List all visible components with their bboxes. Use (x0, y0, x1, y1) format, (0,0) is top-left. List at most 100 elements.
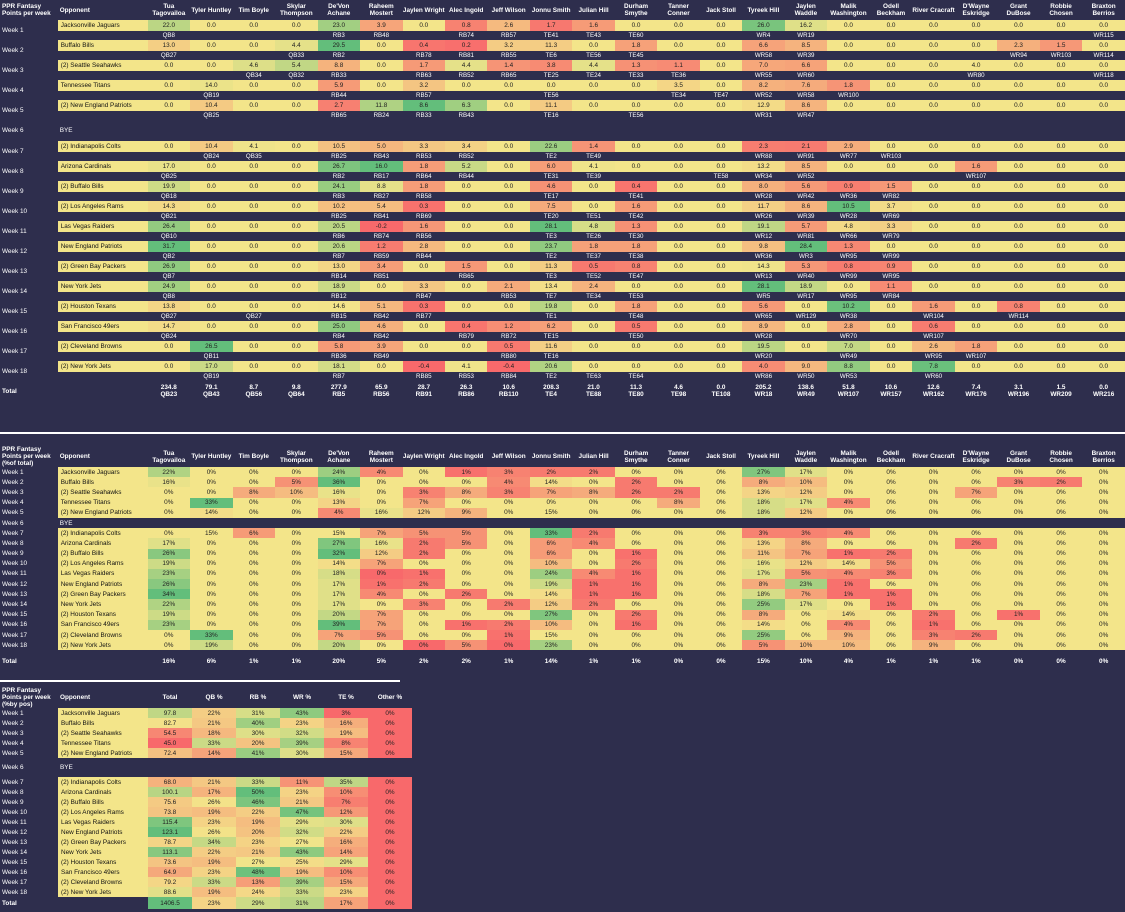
points-cell: 0.0 (912, 161, 955, 172)
percent-cell: 0% (954, 619, 998, 630)
rank-row-spacer (58, 312, 148, 321)
points-cell: 0.0 (147, 60, 191, 71)
rank-cell: QB27 (160, 313, 177, 320)
week-label: Week 16 (2, 621, 28, 629)
points-cell: 17.0 (190, 361, 233, 372)
points-cell: 3.9 (360, 20, 403, 31)
rank-cell: WR80 (967, 72, 985, 79)
percent-cell: 0% (572, 630, 615, 641)
percent-cell: 0% (827, 477, 870, 488)
percent-cell: 0% (912, 477, 955, 488)
empty-cell (190, 120, 232, 141)
percent-cell: 0% (487, 548, 530, 559)
percent-cell: 0% (869, 507, 913, 518)
rank-cell (190, 192, 232, 201)
rank-cell: RB72 (500, 333, 517, 340)
opponent-cell: (2) Cleveland Browns (57, 630, 148, 641)
points-cell: 0.0 (954, 261, 998, 272)
percent-cell: 0% (445, 630, 488, 641)
rank-cell (487, 212, 529, 221)
points-cell: 0.0 (954, 321, 998, 332)
points-cell: 0.0 (827, 60, 870, 71)
week-label: Week 7 (2, 778, 24, 786)
rank-cell (827, 31, 870, 40)
points-cell: 0.0 (445, 341, 488, 352)
percent-cell: 0% (699, 467, 743, 478)
week-label: Week 18 (2, 888, 28, 896)
rank-cell: RB44 (416, 253, 432, 260)
points-cell: 0.0 (954, 80, 998, 91)
points-cell: 0.0 (869, 80, 913, 91)
percent-cell: 0% (529, 497, 573, 508)
points-cell: 1.1 (869, 281, 913, 292)
percent-cell: 25% (742, 630, 785, 641)
percent-cell: 21% (236, 847, 280, 857)
points-cell: 0.0 (1039, 341, 1083, 352)
points-cell: 0.0 (147, 80, 191, 91)
percent-cell: 0% (275, 507, 318, 518)
rank-cell (997, 292, 1040, 301)
total-value: 0.0 (1099, 384, 1109, 391)
percent-cell: 0% (275, 558, 318, 569)
percent-cell: 0% (657, 640, 700, 651)
percent-cell: 8% (784, 538, 828, 549)
points-cell: 13.8 (147, 301, 191, 312)
rank-cell: TE26 (586, 233, 601, 240)
points-cell: -0.4 (402, 361, 446, 372)
opponent-cell: New England Patriots (57, 241, 148, 252)
points-cell: 0.0 (614, 281, 658, 292)
points-cell: 26.5 (190, 341, 233, 352)
total-label: Total (2, 657, 17, 665)
points-cell: 0.0 (997, 261, 1040, 272)
empty-cell (275, 518, 318, 528)
total-cell: 8.7 QB56 (233, 381, 275, 401)
rank-cell (700, 272, 742, 281)
percent-cell: 0% (954, 579, 998, 590)
rank-cell (700, 292, 742, 301)
rank-cell (233, 372, 275, 381)
percent-cell: 82.7 (148, 718, 192, 728)
total-cell: 9.8 QB64 (275, 381, 318, 401)
player-column-header: Durham Smythe (623, 3, 649, 17)
week-label: Week 12 (2, 247, 28, 255)
points-cell: 0.4 (402, 40, 446, 51)
points-cell: 5.4 (275, 60, 318, 71)
player-column-header: Tyreek Hill (747, 453, 780, 460)
player-column-header: Skylar Thompson (279, 3, 313, 17)
percent-cell: 0% (232, 589, 275, 600)
player-column-header: Jeff Wilson (491, 453, 526, 460)
percent-cell: 30% (324, 817, 368, 827)
percent-cell: 2% (402, 579, 446, 590)
rank-cell: WR100 (838, 92, 859, 99)
opponent-cell: (2) Cleveland Browns (57, 341, 148, 352)
player-column-header: Robbie Chosen (1049, 3, 1073, 17)
percent-cell: 4% (827, 528, 870, 539)
percent-cell: 8% (657, 497, 700, 508)
points-cell: 0.0 (827, 281, 870, 292)
column-header: QB % (205, 694, 223, 701)
total-cell: 0.0 TE108 (700, 381, 742, 401)
player-column-header: Alec Ingold (449, 6, 484, 14)
percent-cell: 0% (997, 619, 1040, 630)
points-cell: 0.0 (402, 341, 446, 352)
points-cell: 0.0 (360, 40, 403, 51)
rank-cell: RB14 (331, 273, 347, 280)
points-cell: 0.0 (147, 100, 191, 111)
rank-cell (403, 352, 445, 361)
rank-cell (785, 352, 827, 361)
rank-cell: RB84 (500, 373, 517, 380)
percent-cell: 15% (529, 507, 573, 518)
percent-cell: 0% (614, 467, 658, 478)
total-value: 28.7 (417, 384, 431, 391)
rank-cell (912, 192, 955, 201)
rank-cell: TE51 (586, 213, 601, 220)
percent-cell: 0% (487, 589, 530, 600)
points-cell: 0.0 (487, 201, 530, 212)
rank-cell: WR95 (882, 273, 900, 280)
rank-cell: RB55 (500, 52, 517, 59)
empty-cell (236, 758, 280, 777)
percent-cell: 16% (742, 558, 785, 569)
points-cell: 0.0 (445, 301, 488, 312)
points-cell: 0.0 (275, 321, 318, 332)
percent-cell: 0% (699, 507, 743, 518)
